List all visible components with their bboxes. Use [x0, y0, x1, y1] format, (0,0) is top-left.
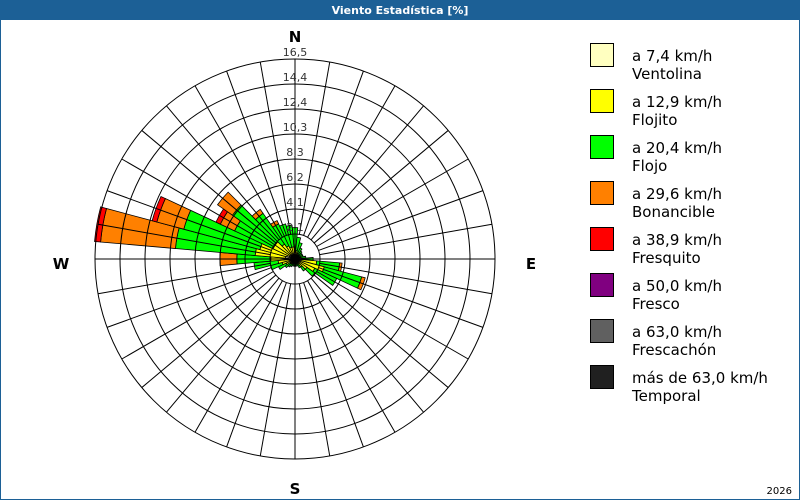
grid-spoke — [194, 85, 283, 238]
grid-spoke — [226, 70, 287, 236]
legend-label: a 50,0 km/h Fresco — [632, 277, 722, 313]
legend-name: Flojo — [632, 157, 668, 175]
grid-spoke — [318, 190, 484, 251]
ring-label: 6,2 — [286, 171, 304, 184]
legend-range: a 12,9 km/h — [632, 93, 722, 111]
bar-segment-10-flojo — [295, 236, 302, 252]
footer-year: 2026 — [766, 486, 792, 497]
bar-segment-40-flojo — [297, 250, 303, 257]
grid-spoke — [106, 190, 272, 251]
grid-spoke — [141, 274, 277, 388]
grid-spoke — [319, 262, 493, 295]
legend-swatch — [590, 273, 614, 297]
ring-label: 12,4 — [283, 96, 308, 109]
grid-spoke — [106, 267, 272, 328]
compass-s: S — [290, 480, 301, 498]
legend-swatch — [590, 365, 614, 389]
grid-spoke — [310, 277, 424, 413]
ring-label: 2,1 — [286, 221, 304, 234]
legend-label: a 20,4 km/h Flojo — [632, 139, 722, 175]
legend-name: Temporal — [632, 387, 701, 405]
wind-rose-chart: 2,1 4,1 6,2 8,3 10,3 12,4 14,4 16,5N S W E — [53, 28, 536, 498]
compass-w: W — [53, 255, 70, 273]
legend-label: a 7,4 km/h Ventolina — [632, 47, 712, 83]
grid-spoke — [316, 271, 469, 360]
compass-n: N — [289, 28, 302, 46]
grid-spoke — [141, 130, 277, 244]
grid-spoke — [316, 158, 469, 247]
grid-spoke — [166, 277, 280, 413]
legend-range: a 29,6 km/h — [632, 185, 722, 203]
legend-label: a 29,6 km/h Bonancible — [632, 185, 722, 221]
bar-segment-130-flojo — [304, 266, 316, 277]
bar-segment-20-flojo — [296, 242, 303, 253]
legend-range: a 50,0 km/h — [632, 277, 722, 295]
bar-segment-30-flojo — [297, 247, 303, 255]
legend-swatch — [590, 89, 614, 113]
grid-spoke — [97, 223, 271, 256]
legend-label: a 38,9 km/h Fresquito — [632, 231, 722, 267]
legend-swatch — [590, 135, 614, 159]
legend-swatch — [590, 43, 614, 67]
legend-label: a 63,0 km/h Frescachón — [632, 323, 722, 359]
legend-label: más de 63,0 km/h Temporal — [632, 369, 768, 405]
grid-spoke — [166, 105, 280, 241]
grid-spoke — [194, 280, 283, 433]
grid-spoke — [303, 70, 364, 236]
grid-spoke — [303, 282, 364, 448]
legend-range: a 38,9 km/h — [632, 231, 722, 249]
grid-spoke — [259, 283, 292, 457]
grid-spoke — [307, 280, 396, 433]
window-title: Viento Estadística [%] — [0, 0, 800, 20]
legend-range: a 7,4 km/h — [632, 47, 713, 65]
ring-label: 16,5 — [283, 46, 308, 59]
legend-swatch — [590, 181, 614, 205]
legend-name: Fresquito — [632, 249, 701, 267]
legend-range: a 20,4 km/h — [632, 139, 722, 157]
legend-range: más de 63,0 km/h — [632, 369, 768, 387]
legend-label: a 12,9 km/h Flojito — [632, 93, 722, 129]
ring-label: 14,4 — [283, 71, 308, 84]
legend-name: Ventolina — [632, 65, 702, 83]
grid-spoke — [121, 158, 274, 247]
bar-segment-150-flojo — [297, 263, 302, 269]
compass-e: E — [526, 255, 536, 273]
legend-name: Frescachón — [632, 341, 717, 359]
ring-label: 10,3 — [283, 121, 308, 134]
grid-spoke — [97, 262, 271, 295]
ring-label: 8,3 — [286, 146, 304, 159]
legend-name: Fresco — [632, 295, 680, 313]
legend-name: Flojito — [632, 111, 678, 129]
grid-spoke — [319, 223, 493, 256]
bar-segment-350-flojo — [285, 224, 295, 248]
ring-label: 4,1 — [286, 196, 304, 209]
legend-swatch — [590, 319, 614, 343]
legend-range: a 63,0 km/h — [632, 323, 722, 341]
grid-spoke — [121, 271, 274, 360]
grid-spoke — [310, 105, 424, 241]
grid-spoke — [298, 283, 331, 457]
legend-name: Bonancible — [632, 203, 716, 221]
grid-spoke — [318, 267, 484, 328]
legend-swatch — [590, 227, 614, 251]
grid-spoke — [259, 61, 292, 235]
bar-segment-140-flojo — [300, 265, 306, 272]
grid-spoke — [307, 85, 396, 238]
grid-spoke — [313, 274, 449, 388]
grid-spoke — [298, 61, 331, 235]
grid-spoke — [313, 130, 449, 244]
grid-spoke — [226, 282, 287, 448]
